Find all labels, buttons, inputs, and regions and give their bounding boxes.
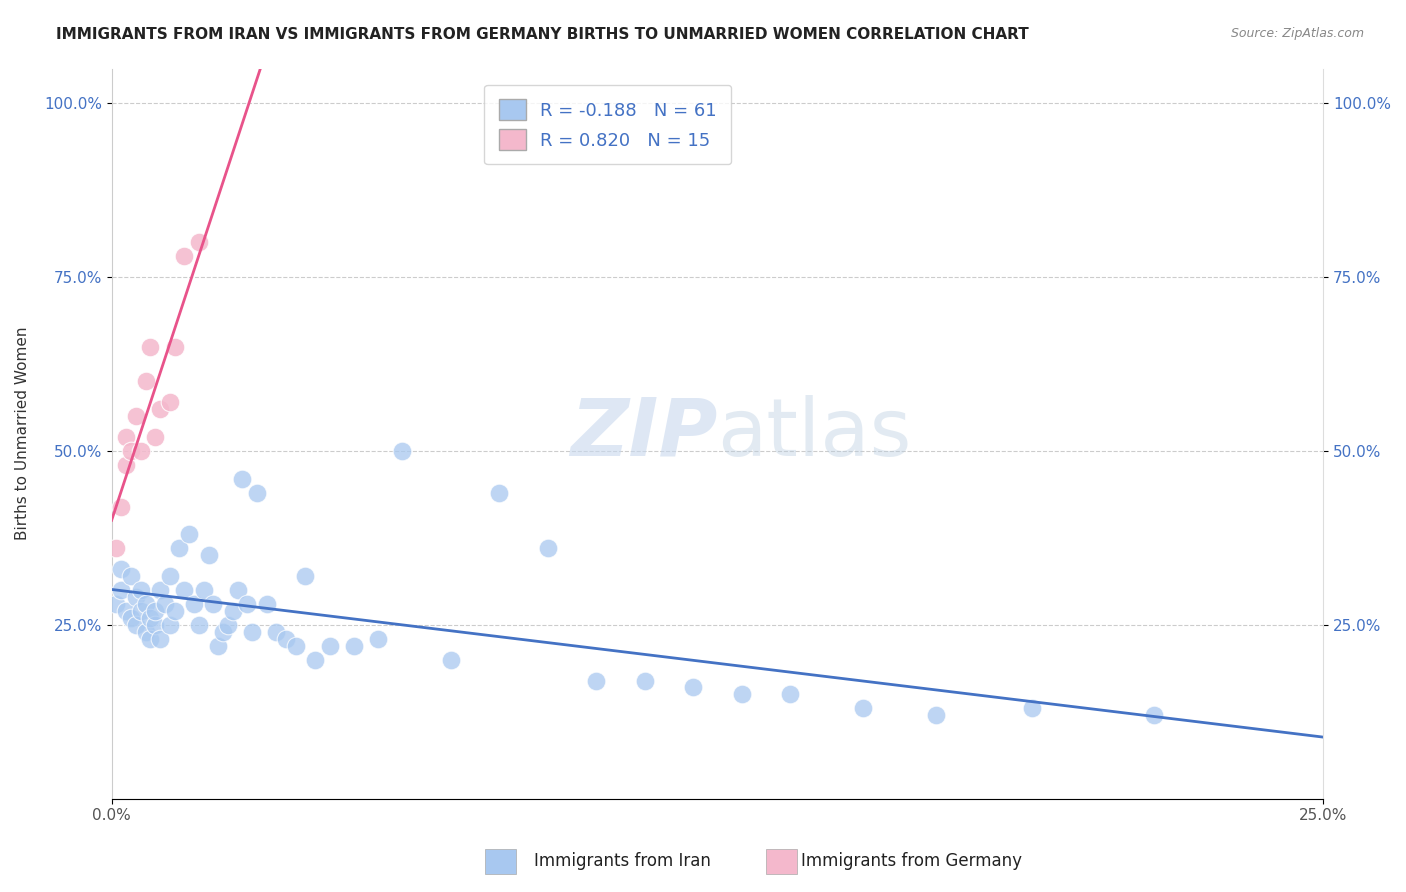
Text: Source: ZipAtlas.com: Source: ZipAtlas.com [1230, 27, 1364, 40]
Point [187, 618, 209, 632]
Point [585, 673, 607, 688]
Point [115, 430, 138, 444]
Point [115, 458, 138, 472]
Point [149, 402, 172, 417]
Point [110, 562, 132, 576]
Point [139, 632, 162, 646]
Point [139, 611, 162, 625]
Point [266, 624, 288, 639]
Text: IMMIGRANTS FROM IRAN VS IMMIGRANTS FROM GERMANY BIRTHS TO UNMARRIED WOMEN CORREL: IMMIGRANTS FROM IRAN VS IMMIGRANTS FROM … [56, 27, 1029, 42]
Point [163, 604, 186, 618]
Point [634, 673, 657, 688]
Point [226, 583, 249, 598]
Point [169, 541, 191, 556]
Point [115, 604, 138, 618]
Point [179, 527, 201, 541]
Point [222, 604, 245, 618]
Point [682, 681, 704, 695]
Point [304, 653, 326, 667]
Point [231, 472, 253, 486]
Point [367, 632, 389, 646]
Point [246, 485, 269, 500]
Point [1143, 708, 1166, 723]
Point [129, 444, 152, 458]
Point [202, 597, 225, 611]
Point [256, 597, 278, 611]
Point [153, 597, 176, 611]
Point [149, 583, 172, 598]
Point [852, 701, 875, 715]
Point [120, 611, 142, 625]
Point [236, 597, 259, 611]
Point [187, 235, 209, 250]
Point [105, 541, 128, 556]
Point [159, 569, 181, 583]
Point [143, 618, 166, 632]
Point [125, 409, 148, 424]
Point [440, 653, 463, 667]
Point [217, 618, 239, 632]
Point [779, 688, 801, 702]
Point [183, 597, 205, 611]
Y-axis label: Births to Unmarried Women: Births to Unmarried Women [15, 326, 30, 541]
Text: Immigrants from Iran: Immigrants from Iran [534, 852, 711, 870]
Point [537, 541, 560, 556]
Point [197, 549, 219, 563]
Point [284, 639, 307, 653]
Point [149, 632, 172, 646]
Point [391, 444, 413, 458]
Point [240, 624, 263, 639]
Text: Immigrants from Germany: Immigrants from Germany [801, 852, 1022, 870]
Point [163, 340, 186, 354]
Point [212, 624, 235, 639]
Point [173, 583, 195, 598]
Point [319, 639, 342, 653]
Point [129, 583, 152, 598]
Legend: R = -0.188   N = 61, R = 0.820   N = 15: R = -0.188 N = 61, R = 0.820 N = 15 [484, 85, 731, 164]
Point [105, 597, 128, 611]
Point [294, 569, 316, 583]
Point [125, 618, 148, 632]
Text: atlas: atlas [717, 394, 912, 473]
Point [159, 618, 181, 632]
Point [120, 444, 142, 458]
Point [143, 604, 166, 618]
Point [488, 485, 510, 500]
Point [731, 688, 754, 702]
Point [143, 430, 166, 444]
Point [924, 708, 946, 723]
Point [135, 375, 157, 389]
Point [120, 569, 142, 583]
Point [110, 500, 132, 514]
Point [135, 597, 157, 611]
Point [159, 395, 181, 409]
Point [207, 639, 229, 653]
Point [129, 604, 152, 618]
Point [125, 590, 148, 604]
Point [193, 583, 215, 598]
Point [274, 632, 297, 646]
Point [139, 340, 162, 354]
Point [1021, 701, 1043, 715]
Text: ZIP: ZIP [569, 394, 717, 473]
Point [343, 639, 366, 653]
Point [110, 583, 132, 598]
Point [173, 249, 195, 263]
Point [135, 624, 157, 639]
